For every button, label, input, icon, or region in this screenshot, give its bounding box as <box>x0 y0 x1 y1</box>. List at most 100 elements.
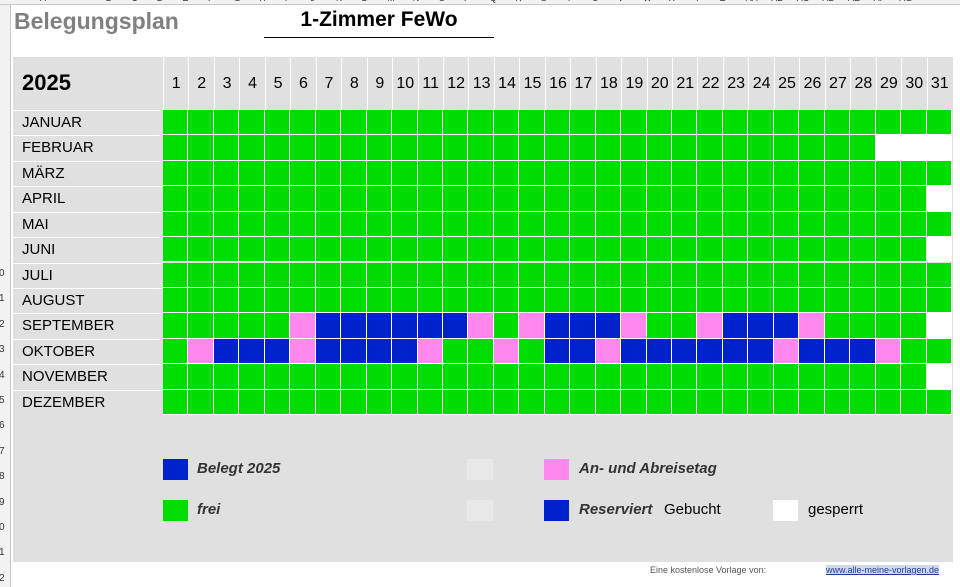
day-cell[interactable] <box>722 287 749 314</box>
day-cell[interactable] <box>264 389 291 415</box>
day-cell[interactable] <box>570 211 596 238</box>
day-cell[interactable] <box>468 313 494 339</box>
day-cell[interactable] <box>824 186 851 212</box>
day-cell[interactable] <box>926 110 952 136</box>
column-letter[interactable]: D <box>157 0 164 3</box>
day-cell[interactable] <box>264 237 291 263</box>
column-letter[interactable]: J <box>310 0 315 3</box>
day-cell[interactable] <box>493 313 520 339</box>
day-cell[interactable] <box>468 186 494 212</box>
day-cell[interactable] <box>392 110 418 136</box>
day-cell[interactable] <box>417 160 443 187</box>
day-cell[interactable] <box>417 338 443 365</box>
day-cell[interactable] <box>239 313 265 339</box>
day-cell[interactable] <box>875 237 902 263</box>
day-cell[interactable] <box>417 237 443 263</box>
day-cell[interactable] <box>901 364 927 390</box>
day-cell[interactable] <box>875 262 902 288</box>
day-cell[interactable] <box>163 135 189 161</box>
day-cell[interactable] <box>722 338 749 365</box>
day-cell[interactable] <box>570 110 596 136</box>
day-cell[interactable] <box>697 287 723 314</box>
day-cell[interactable] <box>544 186 571 212</box>
day-cell[interactable] <box>366 135 393 161</box>
day-cell[interactable] <box>213 313 240 339</box>
day-cell[interactable] <box>290 211 316 238</box>
day-cell[interactable] <box>163 338 189 365</box>
day-cell[interactable] <box>213 110 240 136</box>
day-cell[interactable] <box>290 110 316 136</box>
day-cell[interactable] <box>544 237 571 263</box>
day-cell[interactable] <box>264 287 291 314</box>
day-cell[interactable] <box>519 262 545 288</box>
day-cell[interactable] <box>570 287 596 314</box>
day-cell[interactable] <box>875 110 902 136</box>
column-letter[interactable]: B <box>106 0 112 3</box>
day-cell[interactable] <box>442 313 469 339</box>
day-cell[interactable] <box>595 135 622 161</box>
day-cell[interactable] <box>315 186 342 212</box>
day-cell[interactable] <box>748 338 774 365</box>
day-cell[interactable] <box>163 110 189 136</box>
day-cell[interactable] <box>901 186 927 212</box>
row-number[interactable]: 8 <box>0 471 5 483</box>
day-cell[interactable] <box>875 389 902 415</box>
day-cell[interactable] <box>519 389 545 415</box>
day-cell[interactable] <box>901 110 927 136</box>
day-cell[interactable] <box>570 160 596 187</box>
column-letter[interactable]: H <box>259 0 266 3</box>
column-letter[interactable]: AE <box>848 0 860 3</box>
day-cell[interactable] <box>290 313 316 339</box>
day-cell[interactable] <box>341 186 367 212</box>
day-cell[interactable] <box>493 135 520 161</box>
day-cell[interactable] <box>722 160 749 187</box>
column-letter[interactable]: AC <box>797 0 810 3</box>
day-cell[interactable] <box>264 338 291 365</box>
day-cell[interactable] <box>722 135 749 161</box>
day-cell[interactable] <box>773 262 800 288</box>
day-cell[interactable] <box>290 237 316 263</box>
day-cell[interactable] <box>901 160 927 187</box>
day-cell[interactable] <box>748 135 774 161</box>
day-cell[interactable] <box>850 364 876 390</box>
day-cell[interactable] <box>341 313 367 339</box>
day-cell[interactable] <box>392 186 418 212</box>
column-letter[interactable]: K <box>336 0 342 3</box>
day-cell[interactable] <box>672 186 698 212</box>
column-letter[interactable]: G <box>234 0 241 3</box>
row-number[interactable]: 5 <box>0 395 5 406</box>
day-cell[interactable] <box>570 389 596 415</box>
day-cell[interactable] <box>799 364 825 390</box>
day-cell[interactable] <box>442 186 469 212</box>
day-cell[interactable] <box>926 389 952 415</box>
day-cell[interactable] <box>672 389 698 415</box>
day-cell[interactable] <box>672 338 698 365</box>
day-cell[interactable] <box>773 211 800 238</box>
day-cell[interactable] <box>595 211 622 238</box>
day-cell[interactable] <box>392 160 418 187</box>
day-cell[interactable] <box>213 262 240 288</box>
day-cell[interactable] <box>799 313 825 339</box>
day-cell[interactable] <box>595 186 622 212</box>
day-cell[interactable] <box>392 287 418 314</box>
day-cell[interactable] <box>239 237 265 263</box>
day-cell[interactable] <box>239 160 265 187</box>
day-cell[interactable] <box>570 135 596 161</box>
day-cell[interactable] <box>824 160 851 187</box>
day-cell[interactable] <box>722 186 749 212</box>
day-cell[interactable] <box>341 211 367 238</box>
day-cell[interactable] <box>901 237 927 263</box>
column-letter[interactable]: M <box>387 0 395 3</box>
day-cell[interactable] <box>392 389 418 415</box>
day-cell[interactable] <box>493 287 520 314</box>
day-cell[interactable] <box>290 364 316 390</box>
day-cell[interactable] <box>824 313 851 339</box>
day-cell[interactable] <box>442 338 469 365</box>
day-cell[interactable] <box>697 160 723 187</box>
day-cell[interactable] <box>493 364 520 390</box>
day-cell[interactable] <box>239 110 265 136</box>
day-cell[interactable] <box>875 287 902 314</box>
day-cell[interactable] <box>341 389 367 415</box>
day-cell[interactable] <box>621 211 647 238</box>
day-cell[interactable] <box>748 389 774 415</box>
